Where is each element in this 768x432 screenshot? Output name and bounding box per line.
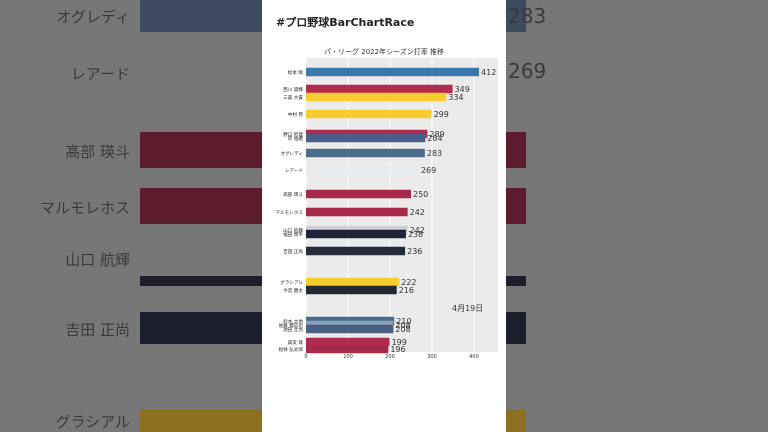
background-bar — [140, 276, 262, 286]
bar-value-label: 199 — [392, 338, 407, 347]
bar-name-label: レアード — [285, 168, 303, 174]
date-label: 4月19日 — [452, 304, 483, 313]
bar-name-label: 森友 哉 — [288, 339, 304, 346]
background-bar — [506, 188, 526, 224]
bar-name-label: 宗 佑磨 — [288, 135, 304, 142]
bar-name-label: 今宮 健太 — [283, 287, 303, 294]
background-bar — [506, 276, 526, 286]
bar-name-label: 鈴木 大地 — [283, 318, 303, 325]
bar-name-label: グラシアル — [280, 279, 303, 286]
x-tick-label: 400 — [469, 354, 479, 360]
bar-name-label: 松林 弘太郎 — [279, 346, 304, 353]
bar — [306, 277, 400, 287]
bar-name-label: 山口 航輝 — [283, 227, 303, 234]
background-label: 山口 航輝 — [65, 251, 130, 269]
bar-name-label: 源田 壮亮 — [283, 326, 303, 333]
background-bar — [140, 312, 262, 344]
bar — [306, 229, 406, 239]
plot-area — [306, 58, 498, 352]
bar — [306, 207, 408, 217]
x-tick-label: 0 — [304, 354, 307, 360]
background-value: 283 — [508, 4, 546, 28]
bar-value-label: 208 — [395, 321, 410, 330]
x-tick-label: 300 — [427, 354, 437, 360]
bar-value-label: 299 — [434, 110, 449, 119]
background-label: グラシアル — [55, 413, 130, 431]
bar-value-label: 242 — [410, 208, 425, 217]
x-tick-label: 200 — [385, 354, 395, 360]
bar-name-label: マルモレホス — [275, 210, 303, 216]
bar-chart: 0 100 200 300 400 松本 剛 412 西川 遥輝 349 三森 大貴 334 中村 晃… — [275, 58, 498, 360]
bar-value-label: 334 — [448, 93, 463, 102]
bar-value-label: 269 — [421, 166, 436, 175]
bar-value-label: 208 — [395, 325, 410, 334]
background-bar — [506, 410, 526, 432]
bar-value-label: 238 — [408, 230, 423, 239]
bar-name-label: 西川 遥輝 — [283, 86, 303, 93]
bar — [306, 67, 480, 77]
background-bar — [506, 132, 526, 168]
bar — [306, 148, 425, 158]
bar-name-label: 髙部 瑛斗 — [283, 191, 303, 198]
background-label: 吉田 正尚 — [65, 321, 130, 339]
background-value: 269 — [508, 59, 546, 83]
bar-value-label: 412 — [481, 68, 496, 77]
bar — [306, 84, 453, 94]
bar-value-label: 250 — [413, 190, 428, 199]
x-tick-label: 100 — [343, 354, 353, 360]
background-bar — [140, 0, 262, 32]
bar — [306, 344, 389, 354]
bar — [306, 285, 397, 295]
bar — [306, 246, 406, 256]
bar-value-label: 222 — [401, 278, 416, 287]
background-label: マルモレホス — [40, 199, 130, 217]
bar-name-label: 福田 周平 — [283, 231, 303, 238]
bar-value-label: 284 — [427, 134, 442, 143]
bar-name-label: 中村 晃 — [288, 111, 304, 118]
bar-name-label: 三森 大貴 — [283, 94, 303, 101]
bar — [306, 189, 411, 199]
background-label: 髙部 瑛斗 — [65, 143, 130, 161]
bar-name-label: 野口 智哉 — [283, 131, 303, 138]
bar — [306, 337, 390, 347]
bar-value-label: 236 — [407, 247, 422, 256]
bar-value-label: 210 — [396, 317, 411, 326]
video-frame: #プロ野球BarChartRace パ・リーグ 2022年シーズン打率 推移 0… — [262, 0, 506, 432]
bar-name-label: 吉田 正尚 — [283, 248, 303, 255]
bar-value-label: 289 — [429, 130, 444, 139]
bar-name-label: オグレディ — [280, 150, 303, 157]
bar-name-label: 松本 剛 — [288, 69, 304, 76]
bar — [306, 133, 426, 143]
background-bar — [506, 312, 526, 344]
bar-value-label: 216 — [399, 286, 414, 295]
chart-title: パ・リーグ 2022年シーズン打率 推移 — [324, 48, 444, 56]
hashtag-title: #プロ野球BarChartRace — [276, 16, 415, 29]
background-bar — [140, 410, 262, 432]
background-bar — [140, 188, 262, 224]
bar-value-label: 242 — [410, 226, 425, 235]
bar — [306, 109, 432, 119]
background-bar — [506, 0, 526, 32]
background-label: オグレディ — [56, 8, 130, 26]
bar — [306, 92, 447, 102]
bar-value-label: 349 — [455, 85, 470, 94]
bar — [306, 165, 419, 175]
bar-value-label: 283 — [427, 149, 442, 158]
background-bar — [140, 132, 262, 168]
bar — [306, 324, 394, 334]
bar-value-label: 196 — [390, 345, 405, 354]
bar-name-label: 佐藤 都志也 — [279, 322, 304, 329]
background-label: レアード — [71, 65, 130, 83]
